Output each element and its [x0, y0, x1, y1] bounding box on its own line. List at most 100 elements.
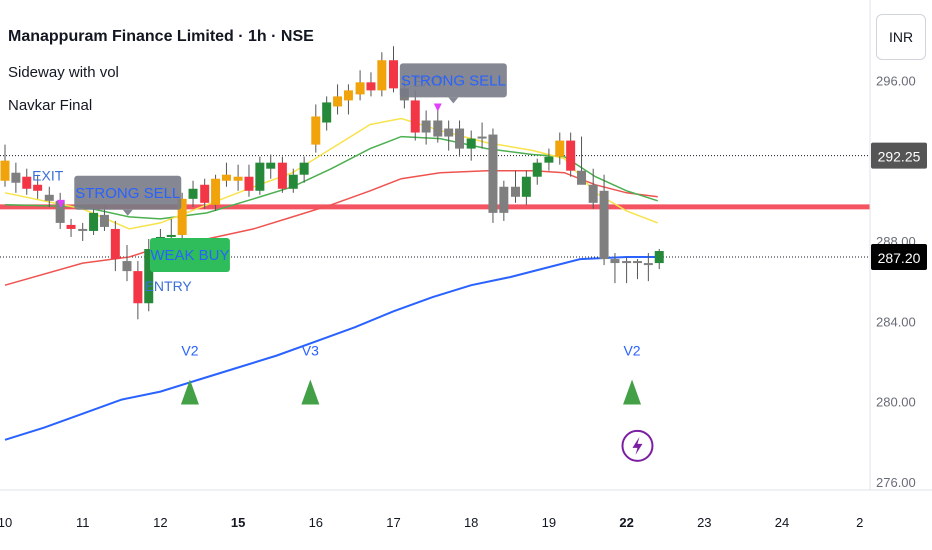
candle[interactable]: [355, 70, 365, 101]
candle[interactable]: [599, 174, 609, 266]
time-tick-label: 24: [775, 515, 789, 530]
candle[interactable]: [144, 238, 154, 312]
candle[interactable]: [622, 257, 632, 284]
candle[interactable]: [632, 259, 642, 280]
candle-body: [299, 162, 309, 175]
candle[interactable]: [577, 136, 587, 185]
volume-marker-label: V2: [623, 343, 640, 359]
candle[interactable]: [521, 170, 531, 205]
candle[interactable]: [510, 170, 520, 203]
candle[interactable]: [299, 156, 309, 183]
candle[interactable]: [466, 130, 476, 161]
candle[interactable]: [455, 120, 465, 157]
candle[interactable]: [177, 192, 187, 239]
candle[interactable]: [277, 156, 287, 193]
candle[interactable]: [544, 148, 554, 171]
candle[interactable]: [266, 154, 276, 179]
candle[interactable]: [55, 192, 65, 229]
candle[interactable]: [566, 132, 576, 177]
price-label-292.25[interactable]: 292.25: [871, 142, 927, 169]
candle-body: [89, 212, 99, 231]
candle[interactable]: [343, 84, 353, 115]
price-label-text: 292.25: [878, 149, 921, 165]
candle[interactable]: [555, 132, 565, 165]
time-tick-label: 23: [697, 515, 711, 530]
candle-body: [233, 176, 243, 181]
price-tick-label: 296.00: [876, 73, 916, 88]
candle[interactable]: [389, 46, 398, 93]
candle[interactable]: [255, 156, 265, 195]
candle[interactable]: [221, 162, 231, 187]
candle[interactable]: [78, 222, 88, 241]
candle-body: [488, 134, 498, 213]
time-tick-label: 19: [542, 515, 556, 530]
candle[interactable]: [200, 178, 210, 209]
time-tick-label: 17: [386, 515, 400, 530]
price-label-287.20[interactable]: 287.20: [871, 244, 927, 271]
candle[interactable]: [44, 186, 54, 207]
candle[interactable]: [211, 174, 221, 211]
candle[interactable]: [233, 164, 243, 191]
candle[interactable]: [377, 52, 387, 97]
indicator-sideway-with-vol[interactable]: Sideway with vol: [8, 64, 119, 81]
candle-body: [78, 228, 88, 231]
candle[interactable]: [288, 168, 298, 193]
indicator-navkar-final[interactable]: Navkar Final: [8, 97, 92, 114]
candle[interactable]: [488, 128, 498, 223]
candle[interactable]: [110, 220, 120, 272]
candle[interactable]: [133, 261, 143, 320]
candle[interactable]: [311, 104, 321, 153]
candle[interactable]: [499, 180, 509, 221]
candle-body: [255, 162, 265, 191]
plot-area[interactable]: [0, 46, 870, 441]
candle[interactable]: [610, 253, 620, 284]
volume-marker-label: V3: [302, 343, 319, 359]
candle[interactable]: [122, 245, 132, 282]
candle[interactable]: [366, 72, 376, 97]
candle[interactable]: [654, 249, 664, 270]
candle[interactable]: [643, 253, 653, 282]
candle-body: [622, 261, 632, 264]
candle[interactable]: [421, 110, 431, 145]
candle[interactable]: [532, 158, 542, 185]
signal-box-pointer: [448, 97, 459, 104]
candle[interactable]: [322, 96, 332, 131]
candle-body: [355, 82, 365, 95]
volume-marker-label: V2: [181, 343, 198, 359]
candle[interactable]: [11, 162, 21, 193]
price-axis[interactable]: 296.00288.00284.00280.00276.00292.25287.…: [869, 0, 927, 490]
lightning-glyph: [632, 436, 643, 455]
signal-label-exit: EXIT: [32, 168, 64, 184]
candle[interactable]: [410, 90, 420, 141]
candle[interactable]: [477, 122, 487, 149]
candle[interactable]: [433, 108, 443, 143]
candle-body: [455, 128, 465, 149]
candle[interactable]: [588, 168, 598, 209]
candle[interactable]: [66, 218, 76, 237]
candle-body: [133, 271, 143, 304]
candle-body: [532, 162, 542, 177]
time-axis[interactable]: 10 11 12 15 16 17 18 19 22 23 24 2: [0, 489, 932, 530]
currency-button[interactable]: INR: [876, 14, 926, 60]
candle-body: [544, 156, 554, 163]
candle[interactable]: [244, 164, 254, 197]
candle-body: [110, 228, 120, 260]
candle-body: [510, 186, 520, 197]
price-label-bg: [871, 244, 927, 271]
candle[interactable]: [444, 120, 454, 151]
candle[interactable]: [0, 144, 10, 187]
candle-body: [0, 160, 10, 181]
time-tick-label: 2: [856, 515, 863, 530]
volume-triangle-icon: [180, 379, 199, 405]
candle[interactable]: [89, 208, 99, 235]
time-tick-label: 15: [231, 515, 245, 530]
candle[interactable]: [22, 168, 32, 195]
candle[interactable]: [33, 174, 43, 199]
candle[interactable]: [333, 84, 343, 115]
candle[interactable]: [188, 180, 198, 207]
signal-box-strong-sell: STRONG SELL: [399, 63, 507, 104]
candle-body: [266, 162, 276, 169]
candle-body: [654, 251, 664, 264]
lightning-event-icon[interactable]: [621, 429, 654, 462]
